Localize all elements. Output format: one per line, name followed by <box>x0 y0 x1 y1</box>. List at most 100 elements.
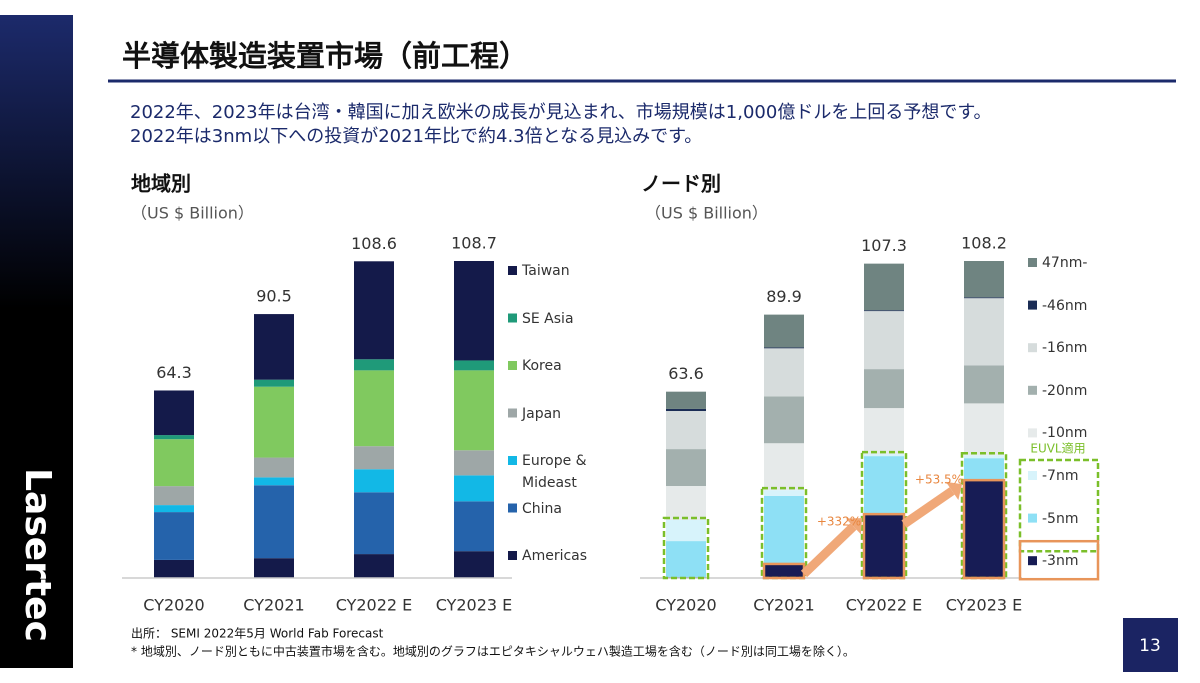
legend-swatch <box>508 266 517 275</box>
legend-swatch <box>1028 385 1037 395</box>
bar-segment <box>154 486 194 506</box>
bar-segment <box>254 558 294 578</box>
legend-swatch <box>508 361 517 370</box>
bar-segment <box>666 486 706 520</box>
title: 半導体製造装置市場（前工程） <box>122 39 528 73</box>
bar-segment <box>154 435 194 440</box>
legend-swatch <box>508 551 517 560</box>
legend-label: Europe & Mideast <box>522 453 587 491</box>
bar-segment <box>964 403 1004 456</box>
total-label: 89.9 <box>766 287 802 306</box>
bar-segment <box>154 559 194 578</box>
bar-segment <box>354 554 394 578</box>
bar-segment <box>964 455 1004 459</box>
bar-segment <box>964 298 1004 366</box>
total-label: 108.6 <box>351 234 397 253</box>
chart-title: 地域別 <box>131 172 191 196</box>
bar-segment <box>254 485 294 559</box>
total-label: 64.3 <box>156 363 192 382</box>
bar-segment <box>254 314 294 380</box>
legend-swatch <box>1028 513 1037 523</box>
total-label: 108.7 <box>451 234 497 253</box>
bar-segment <box>764 563 804 578</box>
unit-label: （US $ Billion） <box>645 204 768 223</box>
legend-label: -16nm <box>1042 340 1088 357</box>
page-number-box <box>1123 618 1178 672</box>
bar-segment <box>254 386 294 458</box>
legend-label: -5nm <box>1042 510 1079 527</box>
bar-segment <box>864 310 904 312</box>
bar-segment <box>764 495 804 564</box>
bar-segment <box>864 514 904 578</box>
bar-segment <box>666 449 706 487</box>
legend-label: Taiwan <box>522 263 570 279</box>
page-number: 13 <box>1139 636 1161 656</box>
bar-segment <box>454 450 494 476</box>
bar-segment <box>864 263 904 311</box>
growth-arrowhead <box>845 518 862 535</box>
bar-segment <box>666 541 706 578</box>
bar-segment <box>666 391 706 409</box>
legend-label: Korea <box>522 358 562 374</box>
legend-swatch <box>1028 343 1037 353</box>
bar-segment <box>354 370 394 447</box>
legend-swatch <box>508 408 517 418</box>
bar-segment <box>764 396 804 444</box>
x-tick-label: CY2021 <box>243 596 304 615</box>
total-label: 107.3 <box>861 236 907 255</box>
x-tick-label: CY2021 <box>753 596 814 615</box>
growth-label: +53.5% <box>915 473 963 487</box>
bar-segment <box>154 505 194 513</box>
x-tick-label: CY2022 E <box>336 596 413 615</box>
growth-arrow <box>901 487 955 528</box>
legend-3nm-box <box>1018 539 1100 581</box>
total-label: 108.2 <box>961 234 1007 253</box>
bar-segment <box>666 519 706 542</box>
total-label: 63.6 <box>668 364 704 383</box>
bar-segment <box>764 490 804 496</box>
legend-label: 47nm- <box>1042 255 1088 271</box>
legend-label: Americas <box>522 548 588 564</box>
subtitle: 2022年は3nm以下への投資が2021年比で約4.3倍となる見込みです。 <box>130 126 702 147</box>
legend-swatch <box>508 503 517 513</box>
sidebar <box>0 15 73 668</box>
bar-segment <box>354 492 394 555</box>
legend-label: China <box>522 500 562 517</box>
bar-segment <box>964 365 1004 404</box>
growth-label: +332% <box>817 515 861 529</box>
footnote: * 地域別、ノード別ともに中古装置市場を含む。地域別のグラフはエピタキシャルウェ… <box>131 644 855 659</box>
legend-label: -7nm <box>1042 468 1079 484</box>
bar-segment <box>154 512 194 560</box>
bar-segment <box>454 475 494 502</box>
legend-swatch <box>1028 258 1037 267</box>
bar-segment <box>454 360 494 371</box>
legend-label: -46nm <box>1042 297 1088 314</box>
bar-segment <box>254 379 294 387</box>
legend-swatch <box>1028 428 1037 438</box>
legend-swatch <box>1028 300 1037 310</box>
unit-label: （US $ Billion） <box>131 204 254 223</box>
bar-segment <box>864 311 904 370</box>
bar-segment <box>254 457 294 478</box>
x-tick-label: CY2023 E <box>946 596 1023 615</box>
bar-segment <box>764 443 804 491</box>
bar-segment <box>964 480 1004 578</box>
bar-segment <box>764 348 804 397</box>
subtitle: 2022年、2023年は台湾・韓国に加え欧米の成長が見込まれ、市場規模は1,00… <box>130 102 992 123</box>
total-label: 90.5 <box>256 287 292 306</box>
legend-swatch <box>1028 471 1037 480</box>
bar-segment <box>454 551 494 578</box>
growth-arrowhead <box>945 481 962 501</box>
euvl-box <box>662 516 710 580</box>
legend-swatch <box>508 456 517 465</box>
x-tick-label: CY2020 <box>655 596 716 615</box>
growth-arrow <box>800 523 857 578</box>
bar-segment <box>666 408 706 412</box>
legend-label: -20nm <box>1042 382 1088 399</box>
bar-segment <box>964 261 1004 298</box>
legend-label: -3nm <box>1042 553 1079 570</box>
legend-swatch <box>508 313 517 323</box>
brand: Lasertec <box>17 468 58 642</box>
bar-segment <box>154 390 194 436</box>
